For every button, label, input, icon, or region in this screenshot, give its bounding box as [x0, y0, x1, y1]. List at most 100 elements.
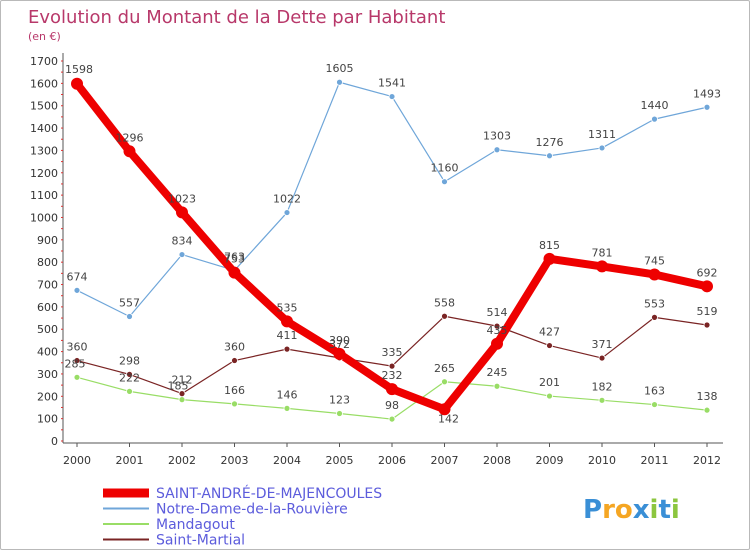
data-point	[228, 266, 241, 279]
data-label: 1023	[168, 192, 196, 205]
data-point	[441, 378, 448, 386]
data-label: 1598	[65, 63, 93, 76]
data-label: 390	[329, 334, 350, 347]
data-label: 558	[434, 296, 455, 309]
chart-title: Evolution du Montant de la Dette par Hab…	[28, 7, 445, 28]
data-point	[388, 362, 396, 370]
y-tick-label: 1500	[30, 100, 58, 113]
data-label: 1303	[483, 130, 511, 143]
x-tick-label: 2000	[63, 454, 91, 467]
data-point	[336, 78, 343, 86]
data-label: 182	[592, 380, 613, 393]
data-point	[648, 268, 661, 281]
data-label: 1296	[116, 131, 144, 144]
data-point	[281, 315, 293, 328]
x-tick-label: 2004	[273, 454, 301, 467]
data-label: 1605	[326, 62, 354, 75]
data-point	[441, 178, 448, 186]
data-point	[126, 387, 133, 395]
data-label: 692	[697, 266, 718, 279]
data-label: 372	[329, 338, 350, 351]
data-point	[178, 390, 186, 398]
data-label: 781	[592, 246, 613, 259]
data-label: 142	[438, 412, 459, 425]
data-point	[651, 313, 658, 321]
data-point	[651, 115, 658, 123]
data-label: 360	[67, 341, 88, 354]
data-label: 1160	[431, 162, 459, 175]
data-label: 163	[644, 385, 665, 398]
data-label: 371	[592, 338, 613, 351]
data-point	[701, 280, 713, 293]
data-point	[388, 415, 396, 423]
data-point	[283, 404, 291, 412]
data-label: 360	[224, 341, 245, 354]
data-point	[493, 382, 501, 390]
data-point	[336, 410, 343, 417]
data-point	[333, 347, 346, 360]
x-tick-label: 2007	[431, 454, 459, 467]
data-point	[73, 357, 81, 364]
data-label: 298	[119, 354, 140, 367]
data-point	[651, 401, 658, 408]
legend-label: Mandagout	[156, 517, 235, 533]
x-tick-label: 2008	[483, 454, 511, 467]
legend: SAINT-ANDRÉ-DE-MAJENCOULESNotre-Dame-de-…	[103, 485, 382, 549]
data-point	[598, 396, 606, 404]
data-point	[491, 337, 503, 350]
x-tick-label: 2010	[588, 454, 616, 467]
y-tick-label: 600	[37, 301, 58, 314]
legend-label: SAINT-ANDRÉ-DE-MAJENCOULES	[156, 485, 382, 502]
data-point	[546, 342, 553, 349]
data-point	[126, 370, 133, 378]
data-label: 435	[487, 324, 508, 337]
proxiti-logo: Proxiti	[583, 495, 680, 525]
data-point	[386, 383, 398, 396]
y-tick-label: 1100	[30, 189, 58, 202]
data-label: 245	[487, 366, 508, 379]
y-tick-label: 1700	[30, 55, 58, 68]
data-point	[178, 396, 186, 404]
data-point	[493, 322, 501, 330]
data-point	[283, 209, 291, 216]
y-tick-label: 0	[51, 435, 58, 448]
data-label: 553	[644, 297, 665, 310]
data-label: 763	[224, 250, 245, 263]
logo-text: Proxiti	[583, 495, 680, 525]
x-tick-label: 2012	[693, 454, 721, 467]
data-label: 1022	[273, 193, 301, 206]
data-label: 427	[539, 326, 560, 339]
y-tick-label: 700	[37, 279, 58, 292]
data-label: 166	[224, 384, 245, 397]
y-tick-label: 300	[37, 368, 58, 381]
data-point	[596, 260, 608, 273]
data-label: 232	[382, 369, 403, 382]
data-label: 1541	[378, 77, 406, 90]
data-point	[543, 252, 556, 265]
y-tick-label: 1600	[30, 77, 58, 90]
data-point	[438, 403, 451, 416]
y-tick-label: 1200	[30, 167, 58, 180]
data-point	[178, 251, 186, 258]
data-label: 834	[172, 235, 193, 248]
data-label: 123	[329, 394, 350, 407]
data-point	[546, 392, 553, 400]
x-tick-label: 2011	[641, 454, 669, 467]
data-label: 185	[168, 380, 189, 393]
data-label: 138	[697, 390, 718, 403]
data-point	[231, 400, 238, 408]
data-point	[703, 321, 711, 329]
data-point	[388, 93, 396, 100]
x-tick-label: 2005	[326, 454, 354, 467]
data-point	[231, 357, 238, 364]
data-label: 674	[67, 270, 88, 283]
y-tick-label: 400	[37, 346, 58, 359]
y-tick-label: 100	[37, 413, 58, 426]
data-label: 222	[119, 371, 140, 384]
data-point	[703, 103, 711, 111]
data-label: 535	[277, 301, 298, 314]
x-tick-label: 2009	[536, 454, 564, 467]
series-points	[71, 77, 713, 423]
x-tick-label: 2003	[221, 454, 249, 467]
